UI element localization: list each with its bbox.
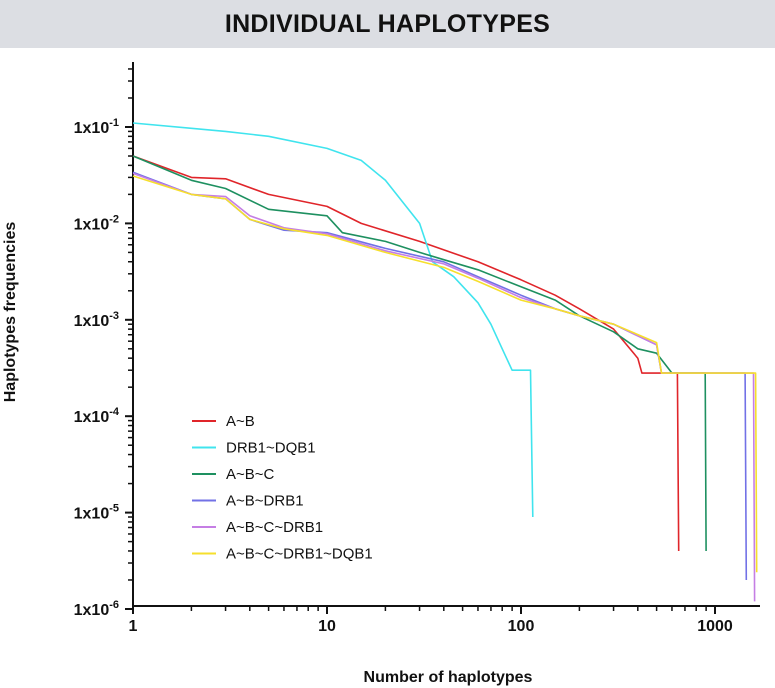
series-line-0 bbox=[132, 155, 680, 552]
chart-title: INDIVIDUAL HAPLOTYPES bbox=[224, 9, 551, 38]
series-line-2 bbox=[132, 155, 707, 552]
series-line-3 bbox=[132, 171, 748, 581]
series-lines bbox=[132, 122, 758, 602]
y-axis: 1x10-1 1x10-2 1x10-3 1x10-4 1x10-5 1x10-6 bbox=[74, 62, 134, 619]
x-tick-label: 10 bbox=[318, 618, 336, 635]
series-line-1 bbox=[132, 122, 534, 518]
legend: A~B DRB1~DQB1 A~B~C A~B~DRB1 A~B~C~DRB1 A~B~C… bbox=[192, 413, 373, 563]
x-tick-label: 100 bbox=[508, 618, 535, 635]
y-axis-title: Haplotypes frequencies bbox=[2, 222, 19, 403]
legend-label: DRB1~DQB1 bbox=[226, 440, 316, 457]
legend-label: A~B~C bbox=[226, 466, 275, 483]
y-tick-label: 1x10-5 bbox=[74, 503, 119, 523]
legend-label: A~B~DRB1 bbox=[226, 493, 304, 510]
x-axis-title: Number of haplotypes bbox=[364, 669, 533, 686]
legend-label: A~B bbox=[226, 413, 255, 430]
x-tick-label: 1 bbox=[129, 618, 138, 635]
legend-label: A~B~C~DRB1~DQB1 bbox=[226, 546, 373, 563]
y-tick-label: 1x10-1 bbox=[74, 117, 119, 137]
y-tick-label: 1x10-2 bbox=[74, 213, 119, 233]
legend-label: A~B~C~DRB1 bbox=[226, 519, 323, 536]
x-axis: 1 10 100 1000 bbox=[129, 605, 760, 635]
title-bar: INDIVIDUAL HAPLOTYPES bbox=[0, 0, 775, 48]
series-line-5 bbox=[132, 175, 758, 573]
y-tick-label: 1x10-4 bbox=[74, 406, 120, 426]
x-tick-label: 1000 bbox=[697, 618, 733, 635]
y-tick-label: 1x10-6 bbox=[74, 599, 119, 619]
y-tick-label: 1x10-3 bbox=[74, 310, 119, 330]
series-line-4 bbox=[132, 172, 756, 602]
